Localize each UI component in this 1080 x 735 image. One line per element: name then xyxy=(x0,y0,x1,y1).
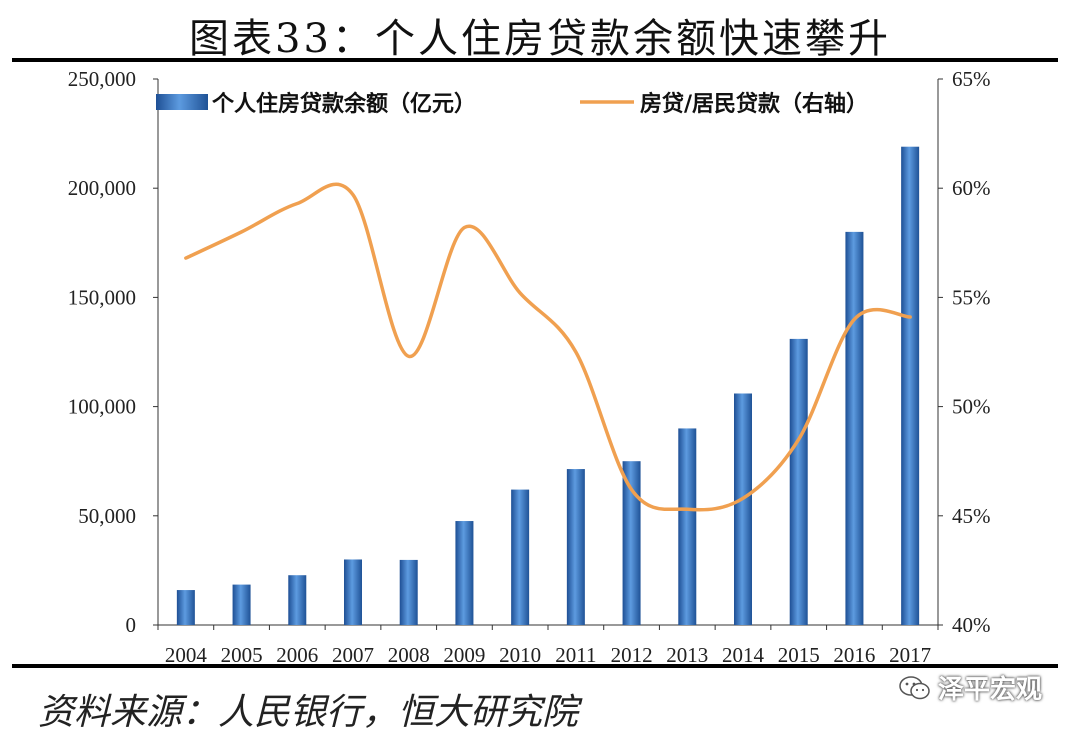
bar xyxy=(511,489,530,625)
bar xyxy=(901,146,920,626)
bar xyxy=(845,231,864,625)
y-left-tick-label: 50,000 xyxy=(78,504,136,528)
watermark: 泽平宏观 xyxy=(898,669,1042,706)
bottom-rule xyxy=(12,664,1058,668)
y-right-tick-label: 50% xyxy=(952,395,991,419)
x-tick-label: 2004 xyxy=(165,643,208,667)
wechat-icon xyxy=(899,675,930,699)
x-tick-label: 2015 xyxy=(778,643,820,667)
y-left-tick-label: 0 xyxy=(126,613,137,637)
x-tick-label: 2008 xyxy=(388,643,430,667)
bar xyxy=(789,338,808,625)
bar xyxy=(288,575,307,625)
watermark-text: 泽平宏观 xyxy=(938,675,1043,705)
x-tick-label: 2011 xyxy=(555,643,596,667)
bar xyxy=(566,469,585,625)
chart-title: 图表33：个人住房贷款余额快速攀升 xyxy=(189,16,891,62)
x-tick-label: 2010 xyxy=(499,643,541,667)
x-tick-label: 2006 xyxy=(276,643,318,667)
bar xyxy=(734,393,752,625)
bar xyxy=(232,584,251,625)
bar xyxy=(622,461,641,625)
x-tick-label: 2016 xyxy=(833,643,875,667)
x-tick-label: 2013 xyxy=(666,643,708,667)
x-tick-label: 2009 xyxy=(443,643,485,667)
y-left-tick-label: 200,000 xyxy=(68,176,136,200)
y-left-tick-label: 150,000 xyxy=(68,285,136,309)
x-tick-label: 2014 xyxy=(722,643,765,667)
source-note: 资料来源：人民银行，恒大研究院 xyxy=(38,692,579,733)
y-right-tick-label: 65% xyxy=(952,67,991,91)
legend-line-label: 房贷/居民贷款（右轴） xyxy=(640,91,868,117)
y-right-tick-label: 60% xyxy=(952,176,991,200)
y-left-tick-label: 250,000 xyxy=(68,67,136,91)
x-tick-label: 2012 xyxy=(611,643,653,667)
x-tick-label: 2017 xyxy=(889,643,931,667)
line-series-mortgage-share xyxy=(184,182,912,512)
bar xyxy=(344,559,362,625)
x-tick-label: 2005 xyxy=(221,643,263,667)
y-left-tick-label: 100,000 xyxy=(68,395,136,419)
legend-bar-label: 个人住房贷款余额（亿元） xyxy=(212,91,476,117)
bar xyxy=(678,428,697,625)
legend-bar-swatch xyxy=(156,94,208,110)
y-right-tick-label: 40% xyxy=(952,613,991,637)
y-right-tick-label: 45% xyxy=(952,504,991,528)
bar xyxy=(455,521,474,625)
bar xyxy=(399,559,418,625)
x-tick-label: 2007 xyxy=(332,643,374,667)
bar xyxy=(176,590,195,625)
y-right-tick-label: 55% xyxy=(952,285,991,309)
top-rule xyxy=(12,58,1058,62)
